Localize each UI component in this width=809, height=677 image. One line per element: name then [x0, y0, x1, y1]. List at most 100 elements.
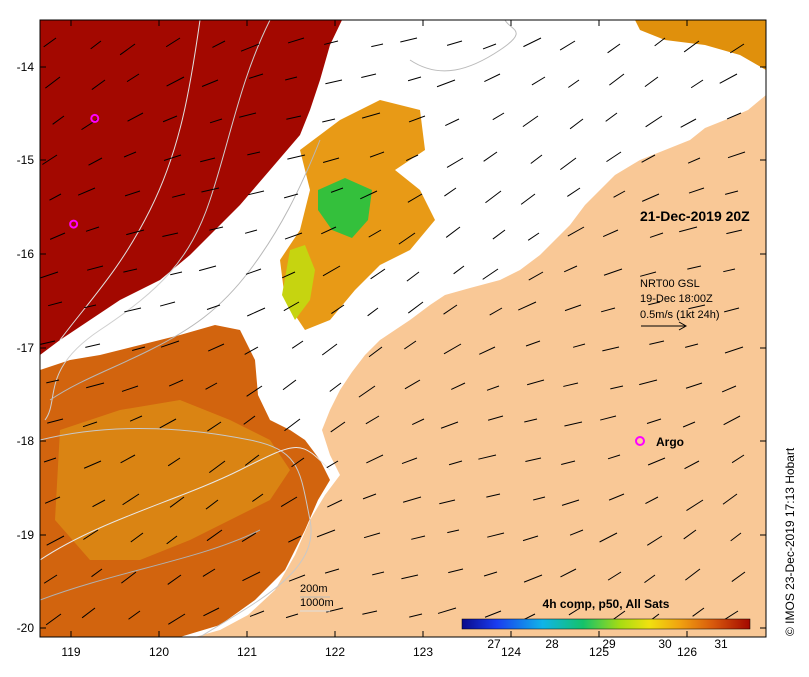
colorbar-title: 4h comp, p50, All Sats [543, 597, 670, 611]
current-vector [322, 265, 341, 277]
current-vector [159, 418, 177, 429]
lon-tick-123: 123 [413, 645, 433, 659]
current-vector [679, 226, 698, 233]
argo-legend: Argo [635, 435, 684, 449]
current-vector [360, 190, 378, 200]
current-vector [654, 37, 666, 47]
current-vector [640, 271, 657, 277]
current-vector [124, 307, 142, 313]
current-vector [522, 535, 539, 542]
current-vector [365, 415, 380, 425]
current-vector [361, 112, 381, 119]
current-vector [448, 460, 463, 466]
current-vector [407, 76, 422, 82]
current-vector [206, 304, 221, 310]
current-vector [559, 40, 576, 51]
current-vector [47, 418, 64, 424]
current-vector [680, 118, 697, 128]
current-vector [205, 499, 219, 510]
current-vector [641, 193, 660, 202]
current-vector [446, 40, 463, 46]
current-vector [248, 190, 265, 196]
current-vector [479, 346, 496, 355]
current-vector [722, 493, 738, 505]
current-vector [160, 340, 180, 348]
current-vector [564, 421, 583, 427]
current-vector [485, 190, 502, 204]
current-vector [404, 379, 421, 390]
current-vector [209, 226, 224, 231]
current-vector [45, 76, 61, 89]
current-vector [401, 574, 419, 580]
current-vector [569, 118, 584, 130]
argo-float-marker [69, 219, 79, 229]
current-scale: 0.5m/s (1kt 24h) [640, 309, 719, 321]
current-vector [199, 265, 217, 272]
current-vector [639, 379, 658, 386]
current-vector [212, 40, 226, 48]
current-vector [52, 115, 65, 125]
current-vector [284, 418, 301, 432]
current-vector [120, 454, 136, 464]
current-vector [362, 610, 378, 615]
current-vector [406, 154, 419, 162]
current-vector [324, 568, 340, 574]
current-vector [683, 40, 700, 53]
current-vector [162, 232, 179, 238]
current-vector [81, 607, 96, 619]
current-vector [368, 346, 383, 358]
current-vector [367, 307, 379, 317]
current-vector [329, 382, 342, 392]
current-vector [408, 115, 426, 123]
current-time: 19-Dec 18:00Z [640, 293, 713, 305]
current-vector [412, 418, 425, 426]
current-vector [92, 499, 106, 508]
current-vector [649, 340, 665, 345]
current-vector [205, 382, 218, 390]
current-vector [533, 496, 546, 501]
current-vector [489, 307, 503, 316]
current-vector [247, 151, 261, 156]
current-vector [644, 574, 656, 584]
current-vector [291, 457, 305, 468]
current-vector [487, 415, 504, 421]
current-vector [123, 268, 138, 273]
current-vector [645, 496, 659, 505]
current-vector [362, 493, 377, 500]
current-vector [166, 76, 185, 87]
current-vector [482, 268, 499, 280]
lon-tick-122: 122 [325, 645, 345, 659]
current-vector [327, 499, 343, 508]
sst-ne-patch [635, 20, 766, 70]
current-vector [331, 304, 345, 314]
current-vector [685, 568, 701, 581]
current-vector [241, 532, 257, 542]
current-vector [600, 415, 617, 421]
current-vector [280, 496, 298, 508]
current-vector [406, 271, 420, 282]
current-vector [43, 37, 57, 48]
current-vector [569, 529, 584, 536]
current-vector [239, 112, 257, 118]
current-vector [166, 535, 178, 545]
current-vector [564, 304, 582, 312]
argo-legend-label: Argo [656, 435, 684, 449]
current-vector [602, 346, 620, 352]
current-vector [207, 421, 222, 432]
current-vector [126, 229, 145, 236]
current-vector [201, 79, 219, 87]
current-vector [88, 157, 103, 166]
current-vector [366, 454, 384, 464]
current-vector [568, 79, 580, 88]
current-vector [121, 385, 139, 392]
current-vector [487, 532, 505, 538]
current-vector [445, 118, 460, 127]
current-vector [121, 571, 137, 584]
sst-colorbar: 4h comp, p50, All Sats 27 28 29 30 31 [461, 597, 751, 651]
current-vector [201, 187, 220, 193]
colorbar-tick-29: 29 [602, 637, 616, 651]
current-vector [646, 418, 662, 424]
current-vector [484, 73, 501, 83]
lat-tick-15: -15 [17, 153, 35, 167]
current-vector [723, 268, 736, 273]
